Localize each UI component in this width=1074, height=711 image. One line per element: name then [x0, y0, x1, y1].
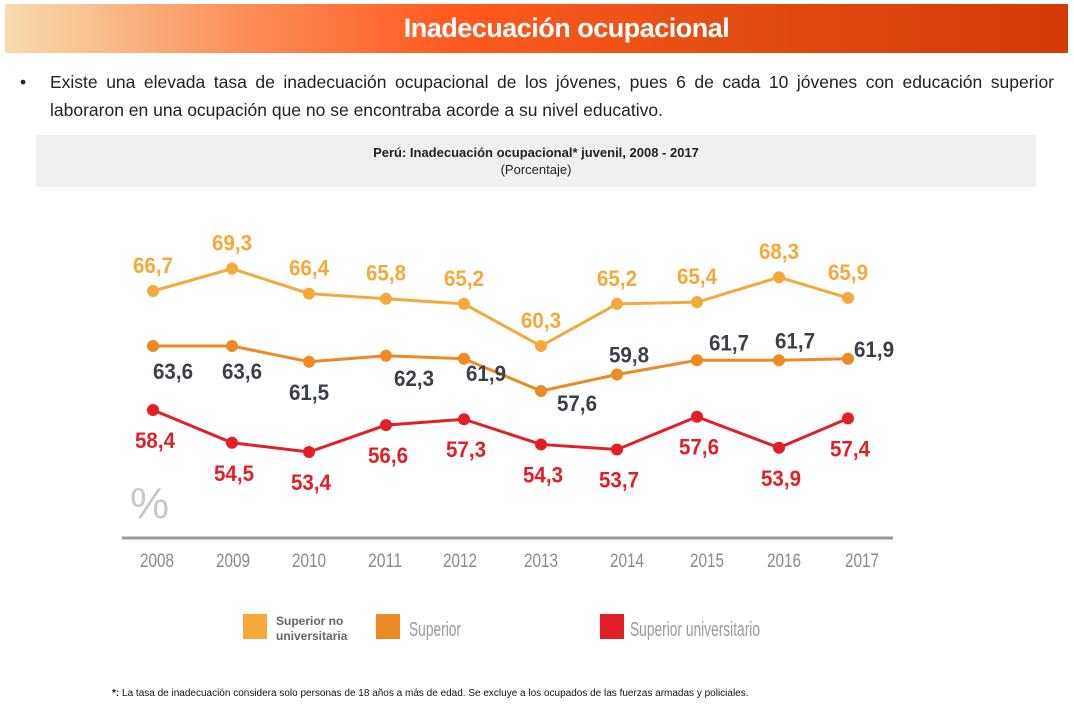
- data-point: [842, 352, 854, 365]
- x-tick-label: 2015: [690, 551, 724, 572]
- bullet-text: Existe una elevada tasa de inadecuación …: [50, 72, 1054, 120]
- x-tick-label: 2013: [524, 551, 558, 572]
- data-label: 65,4: [677, 264, 718, 289]
- chart-subtitle: (Porcentaje): [500, 162, 572, 177]
- data-label: 53,7: [599, 467, 639, 492]
- data-label: 65,2: [597, 266, 637, 291]
- data-label: 69,3: [212, 231, 252, 256]
- data-point: [303, 355, 315, 368]
- data-label: 57,6: [679, 435, 719, 460]
- data-point: [380, 419, 392, 432]
- data-label: 53,9: [761, 466, 801, 491]
- series-line: [152, 408, 849, 454]
- data-label: 60,3: [521, 308, 561, 333]
- data-label: 66,7: [133, 253, 173, 278]
- x-tick-label: 2017: [845, 551, 879, 572]
- data-point: [842, 412, 854, 425]
- data-point: [773, 354, 785, 367]
- data-point: [691, 410, 703, 423]
- data-point: [535, 438, 547, 451]
- data-label: 61,7: [709, 330, 749, 355]
- data-point: [458, 297, 470, 310]
- data-point: [611, 297, 623, 310]
- data-label: 58,4: [135, 428, 176, 453]
- data-label: 57,3: [446, 437, 486, 462]
- data-point: [226, 262, 238, 275]
- data-point: [147, 340, 159, 352]
- legend-swatch: [243, 614, 267, 639]
- legend-label: Superior universitario: [630, 619, 760, 641]
- data-point: [226, 436, 238, 449]
- data-point: [303, 287, 315, 300]
- data-point: [380, 292, 392, 305]
- series-line: [152, 267, 849, 348]
- data-label: 53,4: [291, 470, 332, 495]
- data-point: [691, 354, 703, 367]
- x-tick-label: 2010: [292, 551, 326, 572]
- data-label: 65,8: [366, 261, 406, 286]
- data-point: [535, 385, 547, 397]
- data-point: [535, 340, 547, 353]
- legend-label: universitaria: [276, 629, 348, 643]
- data-label: 56,6: [368, 443, 408, 468]
- data-label: 66,4: [289, 256, 330, 281]
- data-point: [147, 285, 159, 297]
- data-label: 65,9: [828, 260, 868, 285]
- title-banner: Inadecuación ocupacional: [5, 4, 1068, 53]
- data-point: [773, 271, 785, 284]
- data-label: 54,5: [214, 461, 254, 486]
- data-label: 62,3: [394, 366, 434, 391]
- chart-header: Perú: Inadecuación ocupacional* juvenil,…: [36, 135, 1036, 187]
- data-label: 61,5: [289, 380, 329, 405]
- data-label: 63,6: [222, 359, 262, 384]
- legend-label: Superior: [409, 619, 461, 641]
- data-point: [842, 291, 854, 304]
- data-point: [303, 446, 315, 458]
- data-point: [611, 443, 623, 456]
- legend-swatch: [600, 614, 624, 639]
- footnote: *: La tasa de inadecuación considera sol…: [112, 688, 749, 699]
- data-label: 57,4: [830, 436, 871, 461]
- x-tick-label: 2016: [767, 551, 801, 572]
- bullet-point: • Existe una elevada tasa de inadecuación…: [20, 68, 1054, 124]
- chart-title: Perú: Inadecuación ocupacional* juvenil,…: [373, 145, 699, 160]
- data-label: 65,2: [444, 266, 484, 291]
- data-label: 61,9: [466, 361, 506, 386]
- x-tick-label: 2014: [610, 551, 644, 572]
- data-label: 59,8: [609, 343, 649, 368]
- data-label: 57,6: [557, 391, 597, 416]
- bullet-icon: •: [20, 72, 27, 92]
- data-point: [380, 349, 392, 362]
- data-point: [147, 404, 159, 416]
- x-tick-label: 2012: [443, 551, 477, 572]
- data-label: 54,3: [523, 462, 563, 487]
- data-point: [773, 441, 785, 454]
- legend-swatch: [376, 614, 400, 639]
- series-line: [153, 344, 849, 393]
- footnote-mark: *:: [112, 688, 120, 699]
- data-label: 61,7: [775, 328, 815, 353]
- data-label: 68,3: [759, 239, 799, 264]
- x-tick-label: 2009: [216, 551, 250, 572]
- data-label: 61,9: [854, 337, 894, 362]
- page-title: Inadecuación ocupacional: [403, 13, 730, 43]
- y-axis-label: %: [130, 479, 169, 528]
- x-tick-label: 2008: [140, 551, 174, 572]
- data-point: [611, 368, 623, 381]
- legend-label: Superior no: [276, 614, 343, 628]
- data-point: [458, 413, 470, 426]
- footnote-text: La tasa de inadecuación considera solo p…: [119, 688, 749, 699]
- data-point: [458, 352, 470, 365]
- data-label: 63,6: [153, 359, 193, 384]
- data-point: [691, 296, 703, 309]
- data-point: [226, 340, 238, 352]
- x-tick-label: 2011: [368, 551, 402, 572]
